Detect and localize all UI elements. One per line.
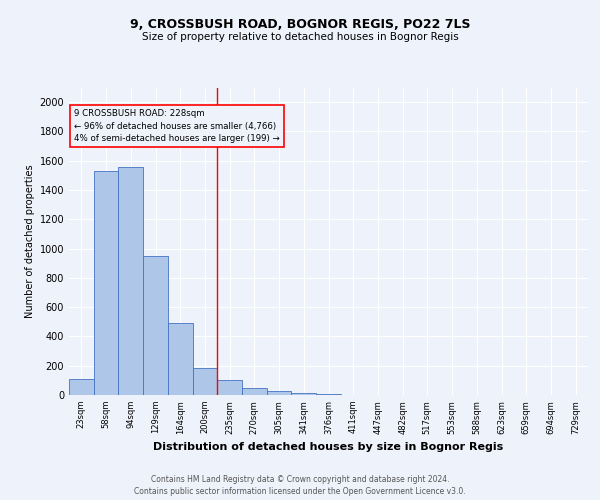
Text: Size of property relative to detached houses in Bognor Regis: Size of property relative to detached ho… [142,32,458,42]
Text: 9, CROSSBUSH ROAD, BOGNOR REGIS, PO22 7LS: 9, CROSSBUSH ROAD, BOGNOR REGIS, PO22 7L… [130,18,470,30]
Bar [69,379,94,395]
Text: Contains HM Land Registry data © Crown copyright and database right 2024.: Contains HM Land Registry data © Crown c… [151,475,449,484]
Bar [94,171,118,395]
Text: Contains public sector information licensed under the Open Government Licence v3: Contains public sector information licen… [134,486,466,496]
Bar [118,166,143,395]
Bar [316,394,341,395]
Bar [217,380,242,395]
Bar [267,392,292,395]
Text: 9 CROSSBUSH ROAD: 228sqm
← 96% of detached houses are smaller (4,766)
4% of semi: 9 CROSSBUSH ROAD: 228sqm ← 96% of detach… [74,109,280,143]
Bar [143,256,168,395]
Bar [292,393,316,395]
Y-axis label: Number of detached properties: Number of detached properties [25,164,35,318]
X-axis label: Distribution of detached houses by size in Bognor Regis: Distribution of detached houses by size … [154,442,503,452]
Bar [242,388,267,395]
Bar [193,368,217,395]
Bar [168,324,193,395]
